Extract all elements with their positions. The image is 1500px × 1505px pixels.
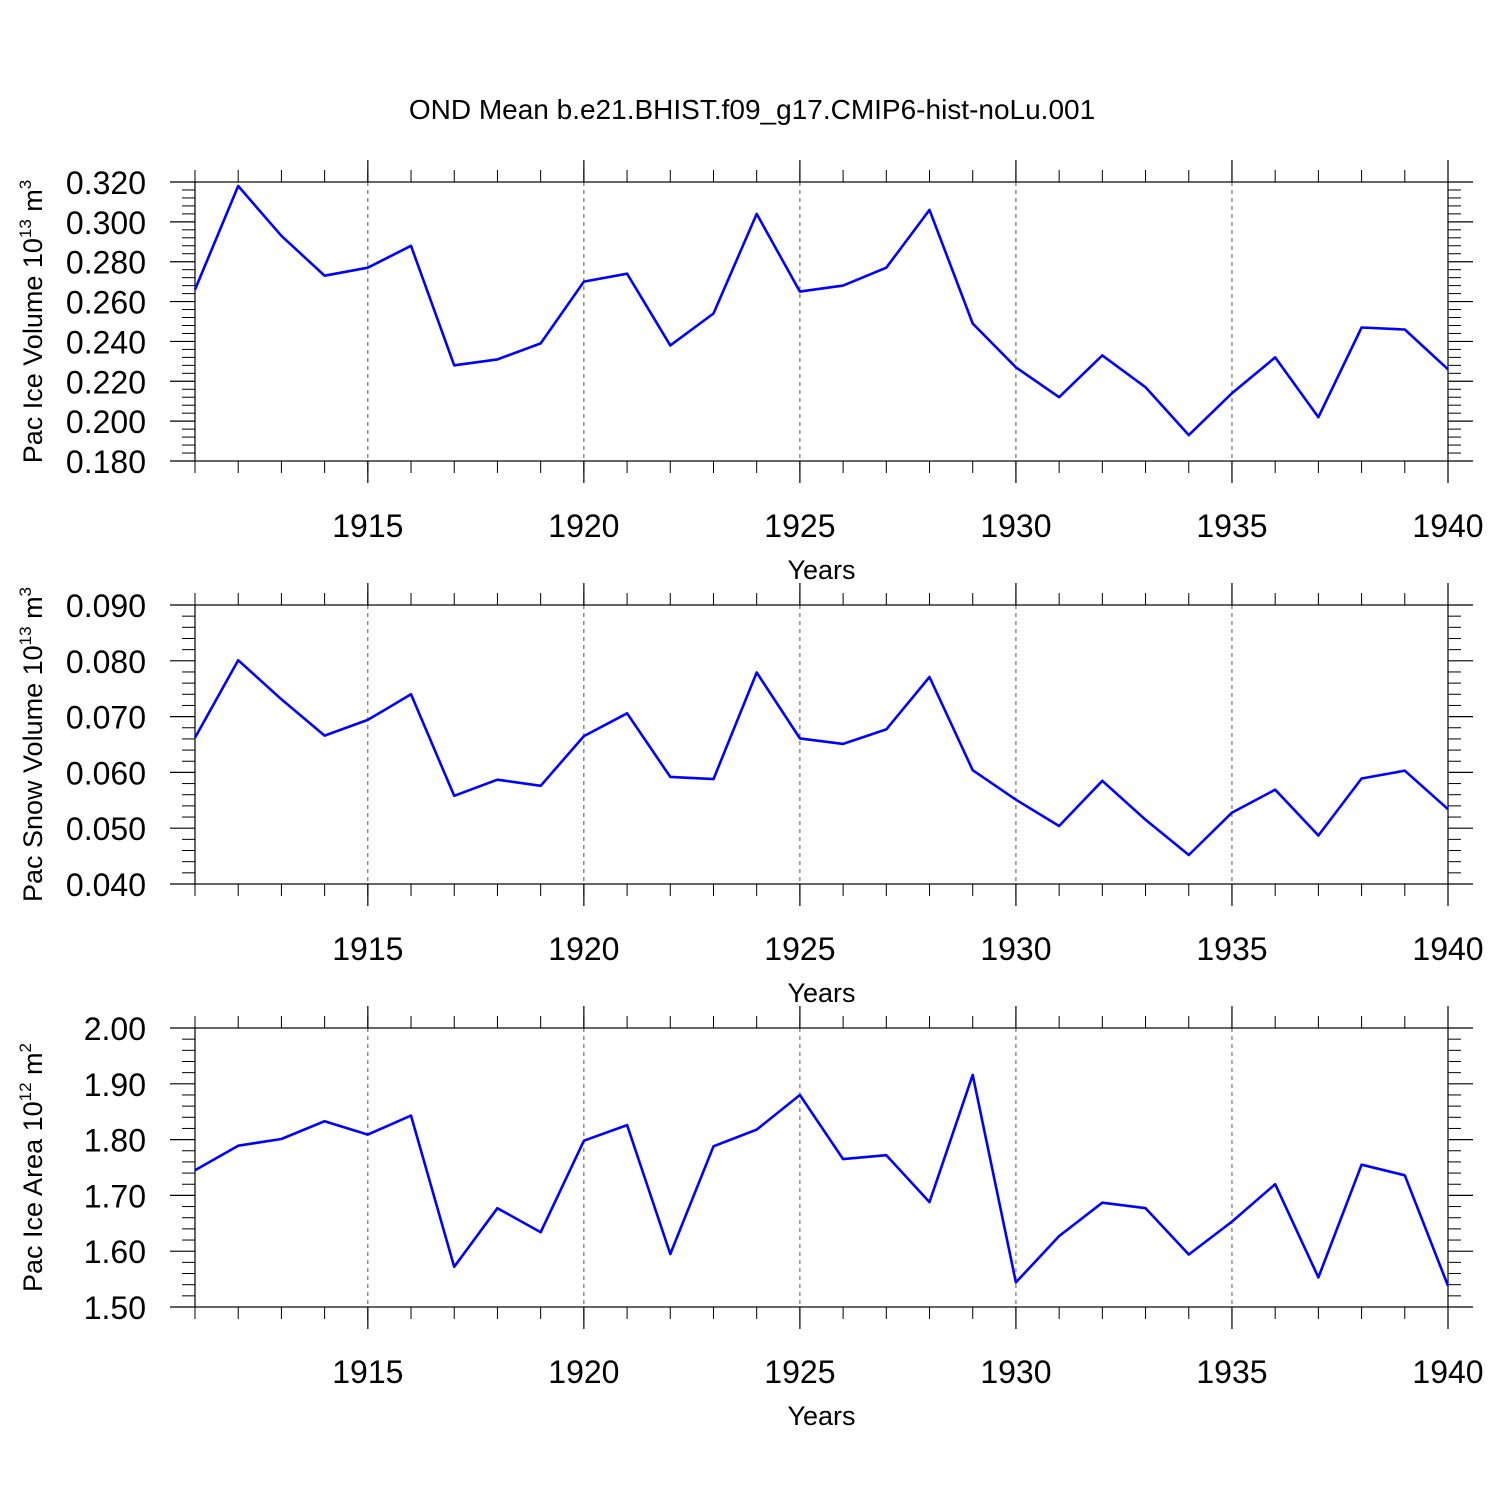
y-tick-label: 0.090: [66, 588, 146, 624]
y-tick-label: 1.80: [84, 1123, 146, 1159]
y-tick-label: 0.240: [66, 324, 146, 360]
y-tick-label: 0.300: [66, 205, 146, 241]
series-line: [193, 658, 1449, 857]
chart-title: OND Mean b.e21.BHIST.f09_g17.CMIP6-hist-…: [409, 94, 1095, 125]
x-tick-label: 1915: [332, 1354, 403, 1390]
y-tick-label: 1.50: [84, 1290, 146, 1326]
x-axis-label: Years: [787, 1401, 855, 1431]
chart-panel-1: 1915 1920 1925 1930 1935 1940 0.180 0.200 0.220 0…: [16, 160, 1484, 585]
x-tick-label: 1940: [1412, 508, 1483, 544]
x-tick-label: 1920: [548, 1354, 619, 1390]
y-tick-label: 0.070: [66, 700, 146, 736]
y-tick-label: 0.280: [66, 245, 146, 281]
x-tick-label: 1940: [1412, 931, 1483, 967]
y-tick-label: 0.050: [66, 811, 146, 847]
y-tick-label: 1.60: [84, 1234, 146, 1270]
y-axis-label: Pac Ice Volume 1013 m3: [16, 180, 48, 464]
y-tick-label: 2.00: [84, 1011, 146, 1047]
y-axis-label: Pac Ice Area 1012 m2: [16, 1043, 48, 1292]
series-line: [193, 184, 1449, 437]
plot-frame: [194, 604, 1449, 885]
x-tick-label: 1930: [980, 1354, 1051, 1390]
x-tick-label: 1920: [548, 931, 619, 967]
x-tick-label: 1935: [1196, 508, 1267, 544]
chart-panel-2: 1915 1920 1925 1930 1935 1940 0.040 0.050 0.060 0…: [16, 583, 1484, 1008]
y-tick-label: 0.200: [66, 404, 146, 440]
y-tick-label: 0.060: [66, 755, 146, 791]
y-tick-label: 0.080: [66, 644, 146, 680]
x-tick-label: 1925: [764, 508, 835, 544]
x-tick-label: 1915: [332, 931, 403, 967]
y-tick-label: 0.180: [66, 444, 146, 480]
y-tick-label: 1.90: [84, 1067, 146, 1103]
x-tick-label: 1930: [980, 508, 1051, 544]
x-tick-label: 1920: [548, 508, 619, 544]
x-tick-label: 1935: [1196, 931, 1267, 967]
plot-frame: [194, 1027, 1449, 1308]
y-axis-label: Pac Snow Volume 1013 m3: [16, 587, 48, 902]
series-line: [194, 1073, 1450, 1287]
y-tick-label: 1.70: [84, 1178, 146, 1214]
x-tick-label: 1925: [764, 1354, 835, 1390]
x-axis-label: Years: [787, 555, 855, 585]
x-tick-label: 1930: [980, 931, 1051, 967]
x-tick-label: 1940: [1412, 1354, 1483, 1390]
x-axis-label: Years: [787, 978, 855, 1008]
y-tick-label: 0.320: [66, 165, 146, 201]
plot-frame: [194, 181, 1449, 462]
chart-panel-3: 1915 1920 1925 1930 1935 1940 1.50 1.60 1.70 1.80…: [16, 1006, 1484, 1431]
x-tick-label: 1915: [332, 508, 403, 544]
y-tick-label: 0.040: [66, 867, 146, 903]
x-tick-label: 1925: [764, 931, 835, 967]
y-tick-label: 0.260: [66, 285, 146, 321]
x-tick-label: 1935: [1196, 1354, 1267, 1390]
y-tick-label: 0.220: [66, 364, 146, 400]
